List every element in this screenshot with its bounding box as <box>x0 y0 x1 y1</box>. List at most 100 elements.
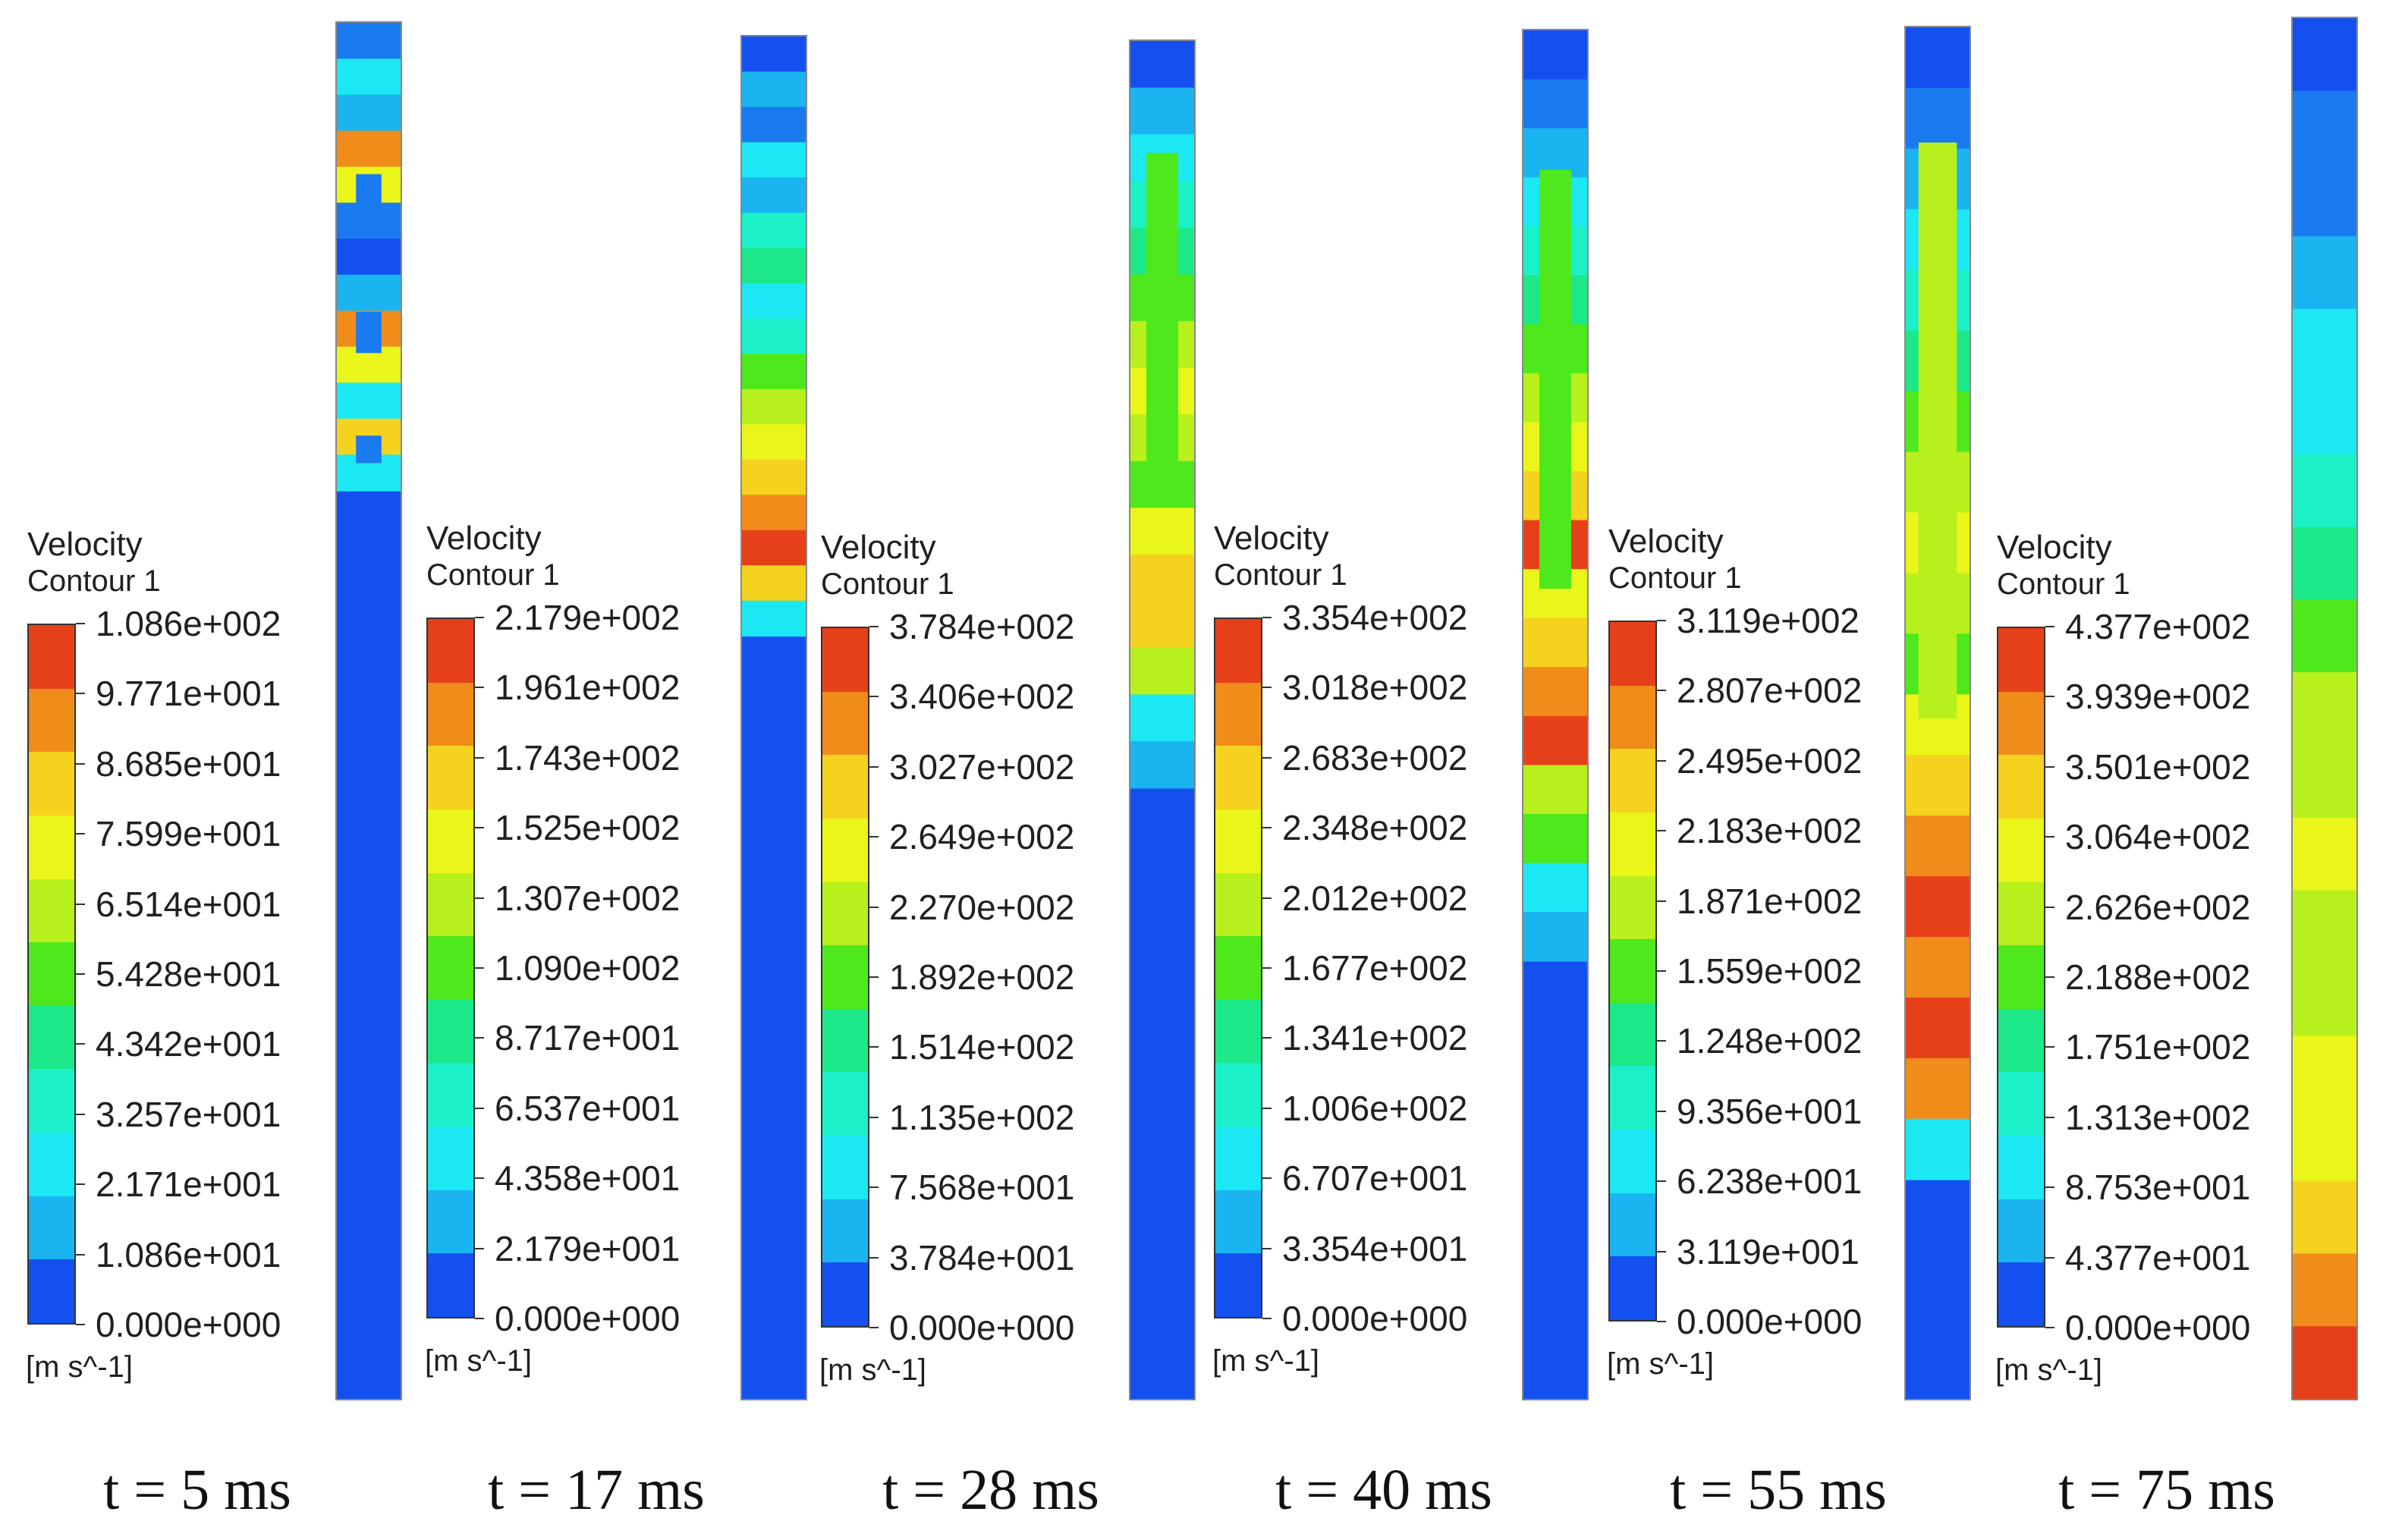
tick-mark <box>475 756 484 759</box>
tick-label: 3.119e+002 <box>1677 601 1860 640</box>
color-scale-bar <box>27 624 76 1325</box>
flow-tube-contour <box>1522 29 1589 1400</box>
velocity-band <box>1523 128 1587 178</box>
velocity-band <box>1523 618 1587 668</box>
velocity-band <box>2293 90 2356 165</box>
color-scale-segment <box>822 1008 868 1073</box>
velocity-band <box>1906 936 1970 998</box>
color-scale-segment <box>428 999 473 1064</box>
tick-mark <box>475 617 484 618</box>
tick-mark <box>1657 759 1666 762</box>
color-scale-segment <box>1215 999 1261 1064</box>
core-highlight <box>1146 152 1178 489</box>
velocity-band <box>2293 672 2356 746</box>
core-highlight <box>356 174 382 215</box>
velocity-band <box>742 318 806 355</box>
velocity-band <box>1523 863 1587 913</box>
velocity-band <box>742 142 806 178</box>
tick-label: 5.428e+001 <box>96 954 281 994</box>
tick-mark <box>475 1177 484 1180</box>
velocity-band <box>2293 744 2356 819</box>
unit-label: [m s^-1] <box>819 1353 926 1387</box>
tick-label: 9.356e+001 <box>1677 1091 1863 1131</box>
color-scale-bar <box>1214 618 1262 1318</box>
velocity-band <box>1523 814 1587 864</box>
velocity-band <box>1906 1118 1970 1180</box>
color-scale-segment <box>29 752 74 816</box>
contour-panel: Velocity Contour 1 2.179e+002 1.961e+002 1.7… <box>422 0 816 1540</box>
tick-label: 3.939e+002 <box>2065 677 2251 717</box>
velocity-band <box>2293 163 2356 237</box>
tick-mark <box>1262 967 1272 969</box>
tick-label: 1.677e+002 <box>1282 948 1468 988</box>
color-scale-segment <box>1998 1008 2044 1073</box>
legend-title: Velocity <box>426 520 542 557</box>
tick-label: 3.784e+001 <box>889 1237 1075 1278</box>
tick-label: 1.871e+002 <box>1677 881 1863 921</box>
tick-mark <box>475 897 484 899</box>
tick-label: 2.348e+002 <box>1282 808 1468 848</box>
velocity-band <box>2293 381 2356 455</box>
tick-mark <box>869 1256 879 1259</box>
color-scale-segment <box>822 882 868 946</box>
velocity-band <box>2293 963 2356 1036</box>
velocity-band <box>337 275 401 312</box>
velocity-band <box>1130 87 1194 135</box>
color-scale-segment <box>428 1127 473 1190</box>
tick-mark <box>2045 976 2054 978</box>
tick-label: 1.006e+002 <box>1282 1088 1468 1128</box>
tick-mark <box>1262 1247 1272 1249</box>
velocity-band <box>2293 1326 2356 1399</box>
velocity-band <box>2293 309 2356 382</box>
contour-panel: Velocity Contour 1 3.784e+002 3.406e+002 3.0… <box>816 0 1211 1540</box>
legend-subtitle: Contour 1 <box>1214 558 1347 592</box>
tick-mark <box>1262 827 1272 829</box>
velocity-band <box>1906 27 1970 89</box>
tick-mark <box>1262 1177 1272 1180</box>
tick-mark <box>2045 765 2054 768</box>
color-scale-segment <box>1998 818 2044 882</box>
tick-label: 9.771e+001 <box>96 674 281 714</box>
tick-label: 8.685e+001 <box>96 743 281 784</box>
tick-label: 8.753e+001 <box>2065 1168 2251 1208</box>
unit-label: [m s^-1] <box>26 1350 133 1384</box>
flow-tube-contour <box>740 35 807 1400</box>
tick-label: 0.000e+000 <box>1677 1302 1863 1341</box>
tick-label: 7.599e+001 <box>96 814 281 854</box>
color-scale-segment <box>29 625 74 689</box>
velocity-band <box>1523 30 1587 80</box>
color-scale-segment <box>1215 809 1261 873</box>
tick-mark <box>2045 906 2054 908</box>
velocity-band <box>2293 1036 2356 1109</box>
color-scale-segment <box>1215 1253 1261 1318</box>
tick-label: 2.683e+002 <box>1282 737 1468 778</box>
tick-label: 1.313e+002 <box>2065 1097 2251 1137</box>
color-scale-segment <box>29 1133 74 1196</box>
tick-label: 2.270e+002 <box>889 887 1075 927</box>
velocity-band <box>742 283 806 319</box>
contour-field <box>1523 30 1587 1399</box>
time-label: t = 28 ms <box>882 1458 1099 1522</box>
unit-label: [m s^-1] <box>1607 1347 1714 1381</box>
tick-label: 1.341e+002 <box>1282 1018 1468 1058</box>
velocity-band <box>742 354 806 390</box>
velocity-band <box>1523 79 1587 130</box>
color-scale-segment <box>29 1069 74 1133</box>
tick-label: 1.559e+002 <box>1677 951 1863 991</box>
legend-title: Velocity <box>1214 520 1329 557</box>
tick-mark <box>2045 1327 2054 1328</box>
tick-mark <box>1657 690 1666 692</box>
color-scale-bar <box>426 618 475 1318</box>
legend-title: Velocity <box>821 529 936 566</box>
tick-label: 1.086e+002 <box>96 604 281 643</box>
color-scale-segment <box>1215 619 1261 683</box>
tick-label: 2.171e+001 <box>96 1164 281 1205</box>
velocity-band <box>2293 236 2356 310</box>
color-scale-segment <box>822 1199 868 1263</box>
legend-subtitle: Contour 1 <box>821 567 954 601</box>
color-scale-segment <box>1610 1002 1655 1067</box>
legend-subtitle: Contour 1 <box>1608 561 1742 595</box>
color-scale-segment <box>822 818 868 882</box>
legend-title: Velocity <box>27 526 143 563</box>
velocity-band <box>337 382 401 420</box>
